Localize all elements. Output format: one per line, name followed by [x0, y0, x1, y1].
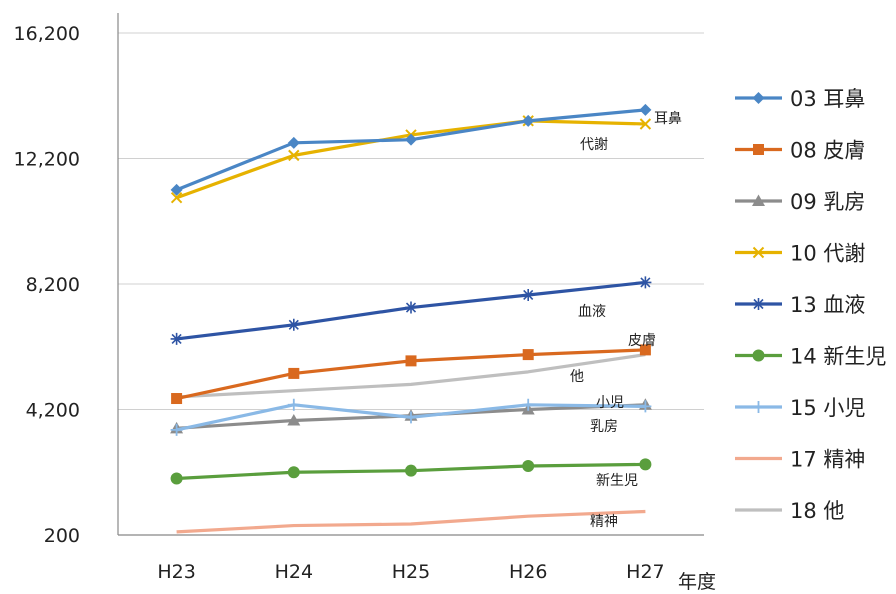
legend-label: 17 精神 — [790, 448, 865, 472]
x-tick-label: H23 — [157, 561, 195, 583]
data-point — [288, 367, 300, 379]
data-point — [405, 301, 417, 314]
legend-item: 03 耳鼻 — [735, 87, 865, 111]
data-point — [171, 393, 183, 405]
legend-item: 17 精神 — [735, 448, 865, 472]
legend-item: 08 皮膚 — [735, 139, 865, 163]
line-end-label: 血液 — [578, 304, 606, 320]
series-血液 — [170, 276, 652, 345]
y-tick-label: 4,200 — [26, 400, 80, 422]
legend-label: 13 血液 — [790, 293, 865, 317]
line-end-label: 代謝 — [580, 137, 608, 153]
series-精神 — [176, 509, 646, 534]
x-tick-label: H24 — [275, 561, 313, 583]
data-point — [522, 114, 535, 127]
data-point — [639, 276, 652, 289]
series-line — [176, 119, 646, 200]
legend-item: 10 代謝 — [735, 242, 865, 266]
series-皮膚 — [171, 344, 651, 405]
series-新生児 — [170, 458, 652, 485]
legend-item: 13 血液 — [735, 293, 865, 317]
legend-item: 15 小児 — [735, 396, 865, 420]
legend-label: 18 他 — [790, 499, 844, 523]
line-end-label: 他 — [570, 369, 584, 385]
data-point — [405, 355, 417, 367]
legend-item: 09 乳房 — [735, 190, 865, 214]
data-point — [287, 466, 300, 479]
data-point — [287, 398, 300, 411]
data-point — [752, 349, 765, 362]
data-point — [170, 183, 183, 196]
data-point — [752, 92, 765, 104]
series-他 — [176, 353, 646, 399]
data-point — [639, 103, 652, 116]
y-tick-label: 12,200 — [14, 149, 80, 171]
x-tick-label: H25 — [392, 561, 430, 583]
data-point — [170, 192, 183, 204]
gridlines — [118, 32, 704, 410]
series-耳鼻 — [170, 103, 652, 196]
line-end-label: 小児 — [596, 395, 624, 411]
legend-item: 18 他 — [735, 499, 844, 523]
line-end-label: 乳房 — [590, 419, 618, 435]
x-tick-label: H27 — [626, 561, 664, 583]
data-point — [170, 332, 183, 345]
data-point — [522, 459, 535, 472]
line-end-label: 新生児 — [596, 473, 638, 489]
data-point — [170, 472, 183, 485]
legend-label: 15 小児 — [790, 396, 865, 420]
legend-label: 03 耳鼻 — [790, 87, 865, 111]
data-point — [522, 349, 534, 361]
data-point — [639, 344, 651, 356]
y-tick-label: 200 — [44, 525, 80, 547]
data-point — [639, 458, 652, 471]
x-axis-title: 年度 — [678, 571, 716, 590]
axes: 16,200 12,200 8,200 4,200 200 H23 H24 H25 H26 H27… — [14, 13, 716, 593]
y-tick-label: 16,200 — [14, 23, 80, 45]
series-小児 — [170, 398, 652, 436]
data-point — [405, 411, 417, 424]
legend-label: 08 皮膚 — [790, 139, 865, 163]
data-point — [287, 318, 300, 331]
legend-label: 09 乳房 — [790, 190, 865, 214]
line-end-label: 精神 — [590, 514, 618, 530]
data-point — [405, 133, 417, 146]
data-point — [170, 423, 183, 436]
data-point — [522, 288, 535, 301]
data-point — [639, 400, 652, 413]
series-代謝 — [170, 115, 652, 204]
data-point — [522, 398, 535, 411]
y-tick-label: 8,200 — [26, 274, 80, 296]
series-line — [176, 509, 646, 534]
data-point — [287, 413, 301, 426]
data-point — [287, 136, 300, 149]
data-point — [288, 149, 300, 162]
data-point — [752, 194, 765, 206]
x-tick-label: H26 — [509, 561, 547, 583]
legend: 03 耳鼻 08 皮膚 09 乳房 10 代謝 13 血液 14 新生児 15 小児 17 精… — [735, 87, 886, 523]
legend-item: 14 新生児 — [735, 345, 886, 369]
series-line — [176, 353, 646, 399]
legend-label: 10 代謝 — [790, 242, 865, 266]
data-point — [752, 298, 765, 310]
line-end-label: 皮膚 — [628, 333, 656, 349]
data-point — [752, 401, 765, 413]
data-point — [639, 118, 652, 130]
data-point — [405, 464, 417, 477]
legend-label: 14 新生児 — [790, 345, 886, 369]
data-point — [753, 144, 764, 155]
data-point — [752, 246, 765, 259]
line-end-label: 耳鼻 — [654, 110, 682, 127]
series-lines — [170, 103, 652, 534]
